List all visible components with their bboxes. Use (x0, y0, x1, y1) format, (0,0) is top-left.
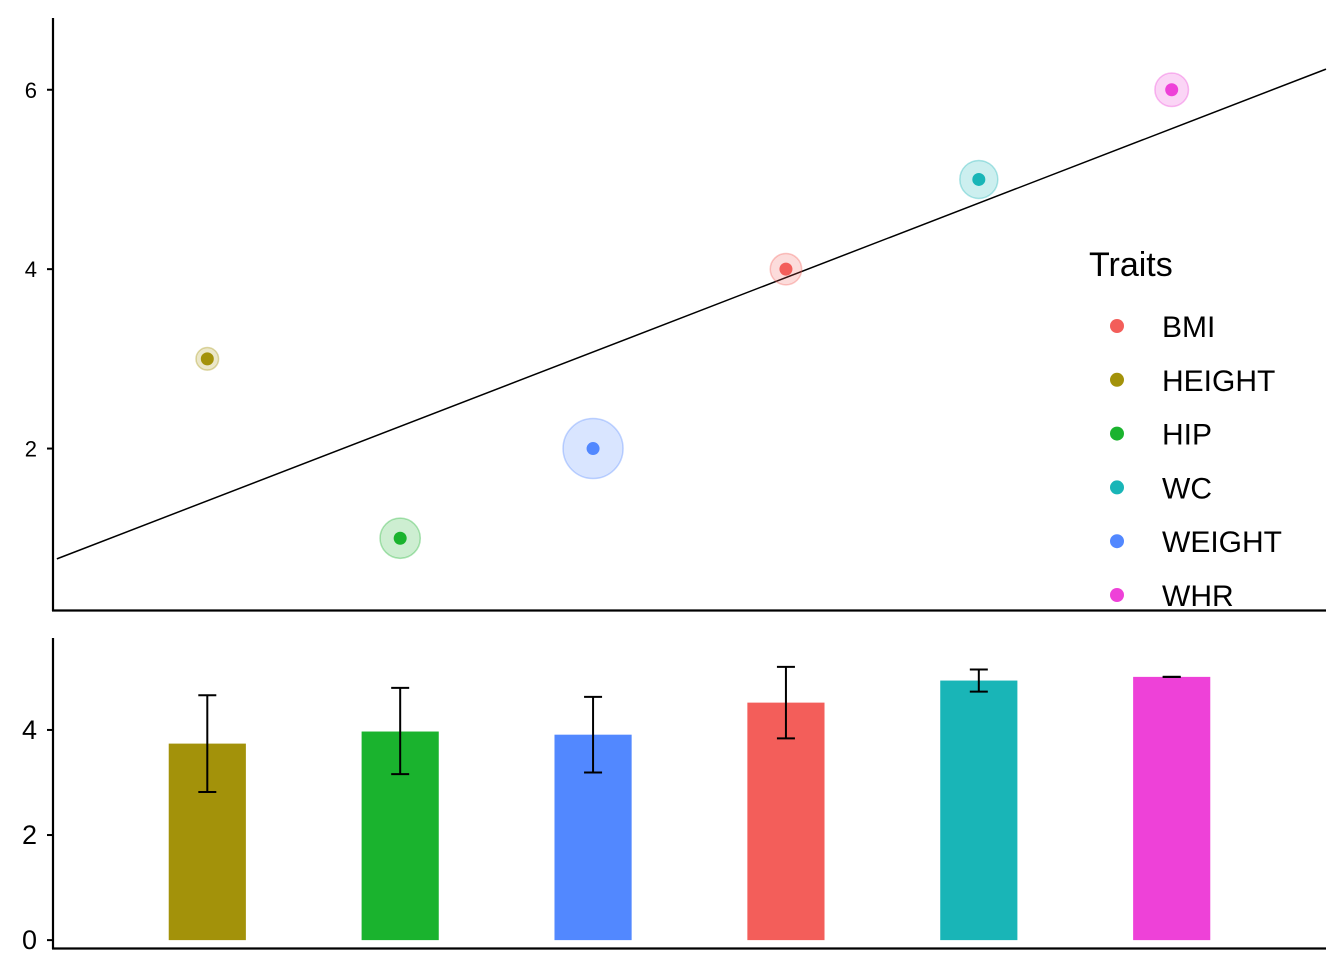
legend-key-dot (1110, 426, 1124, 441)
y-tick-label: 4 (22, 715, 37, 745)
trend-line-layer (56, 68, 1327, 560)
legend-items: BMI HEIGHT HIP WC WEIGHT WHR (1110, 311, 1282, 613)
legend-title: Traits (1089, 246, 1173, 284)
point-height (195, 346, 220, 371)
error-bar-bmi (776, 665, 795, 740)
legend: Traits BMI HEIGHT HIP WC WEIGHT WHR (1089, 246, 1282, 613)
point-marker (972, 172, 986, 186)
y-tick-label: 2 (25, 437, 37, 462)
y-tick-label: 4 (25, 257, 37, 282)
legend-key-dot (1110, 372, 1124, 387)
legend-key-dot (1110, 319, 1124, 333)
legend-item-height: HEIGHT (1110, 365, 1275, 398)
point-wc (959, 159, 999, 200)
scatter-panel: 2 4 6 Traits BMI HEIGHT HIP WC WEIGHT WHR (25, 18, 1327, 613)
error-bars (198, 665, 1181, 793)
bar-wc (940, 680, 1018, 941)
legend-label: WHR (1162, 580, 1234, 613)
y-tick-label: 2 (22, 820, 37, 850)
trend-line (56, 68, 1327, 560)
legend-key-dot (1110, 480, 1124, 495)
legend-item-hip: HIP (1110, 419, 1212, 452)
legend-item-whr: WHR (1110, 580, 1234, 613)
legend-key-dot (1110, 588, 1124, 602)
legend-label: HEIGHT (1162, 365, 1275, 398)
bar-y-ticks: 0 2 4 (22, 715, 53, 955)
point-marker (586, 442, 600, 456)
y-tick-label: 0 (22, 925, 37, 955)
bar-axes (51, 638, 1326, 950)
bars (168, 676, 1211, 941)
point-bmi (769, 252, 803, 286)
point-marker (200, 352, 214, 366)
point-marker (779, 262, 793, 276)
point-marker (1165, 83, 1179, 97)
point-marker (393, 531, 407, 545)
error-bar-wc (969, 668, 988, 693)
point-hip (379, 517, 422, 560)
error-bar-hip (391, 686, 410, 776)
bar-panel: 0 2 4 (22, 638, 1326, 955)
legend-label: HIP (1162, 419, 1212, 452)
y-tick-label: 6 (25, 78, 37, 103)
bar-whr (1133, 676, 1211, 941)
error-bar-height (198, 694, 217, 793)
legend-label: BMI (1162, 311, 1215, 344)
legend-label: WC (1162, 472, 1212, 505)
point-whr (1154, 72, 1190, 108)
legend-item-bmi: BMI (1110, 311, 1215, 344)
point-weight (562, 417, 624, 480)
scatter-axes (51, 18, 1326, 612)
scatter-y-ticks: 2 4 6 (25, 78, 53, 462)
scatter-points (195, 72, 1190, 560)
legend-item-wc: WC (1110, 472, 1212, 505)
legend-label: WEIGHT (1162, 526, 1282, 559)
legend-key-dot (1110, 534, 1124, 549)
legend-item-weight: WEIGHT (1110, 526, 1282, 559)
bar-bmi (747, 702, 825, 941)
error-bar-weight (584, 695, 603, 774)
